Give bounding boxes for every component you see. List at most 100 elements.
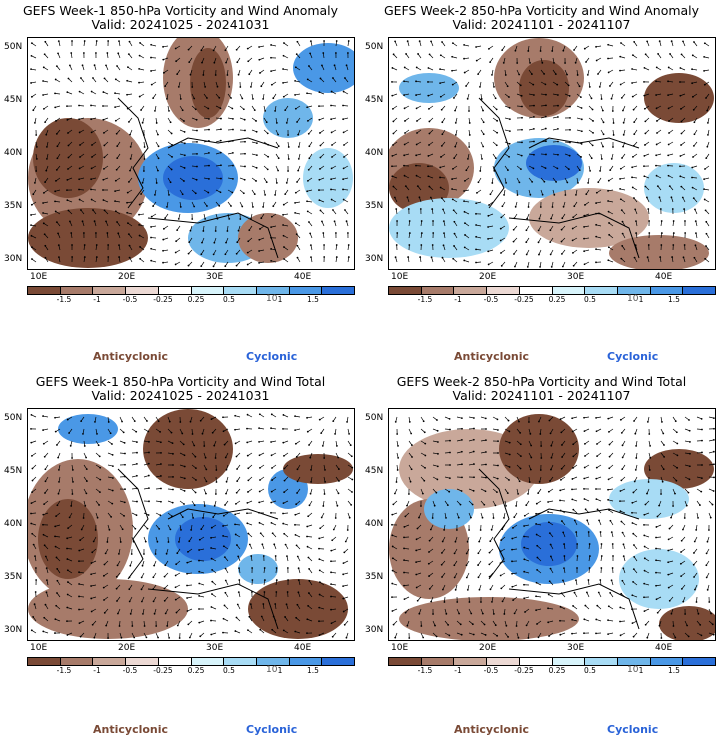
wind-vector-head <box>532 83 535 86</box>
wind-vector-head <box>66 606 69 609</box>
wind-vector-head <box>631 176 633 179</box>
wind-vector-head <box>667 154 670 157</box>
wind-vector-head <box>573 205 576 208</box>
colorbar-tick: -1 <box>93 666 101 675</box>
wind-vector-head <box>621 531 624 534</box>
wind-vector-head <box>306 430 309 433</box>
wind-vector-head <box>222 514 225 517</box>
wind-vector-head <box>196 140 198 143</box>
wind-vector-head <box>607 498 610 501</box>
wind-vector-head <box>453 232 456 235</box>
wind-vector-head <box>70 232 73 234</box>
wind-vector-head <box>525 253 528 256</box>
wind-vector-head <box>410 432 413 435</box>
wind-vector-head <box>115 132 118 135</box>
wind-vector-head <box>550 555 552 558</box>
wind-vector-head <box>713 463 715 466</box>
wind-vector-head <box>600 567 603 569</box>
wind-vector-head <box>667 80 669 83</box>
wind-vector-head <box>138 67 141 70</box>
wind-vector-head <box>188 241 191 244</box>
wind-vector-head <box>157 169 159 172</box>
wind-vector-head <box>307 604 310 607</box>
wind-vector-head <box>454 145 457 148</box>
wind-vector-head <box>612 555 614 557</box>
wind-vector-head <box>392 120 395 123</box>
wind-vector-head <box>634 432 637 435</box>
wind-vector-head <box>35 567 37 569</box>
wind-vector-head <box>396 220 398 222</box>
wind-vector-head <box>559 418 562 421</box>
wind-vector-head <box>418 612 421 615</box>
cyclonic-label: Cyclonic <box>246 723 298 736</box>
wind-vector-head <box>457 516 460 519</box>
wind-vector-head <box>294 222 297 225</box>
wind-vector-head <box>675 431 678 434</box>
colorbar-tick: 0.5 <box>223 666 235 675</box>
wind-vector-head <box>294 429 297 432</box>
wind-vector-head <box>211 431 214 434</box>
wind-vector-head <box>569 116 571 119</box>
wind-vector-head <box>633 544 635 546</box>
wind-vector-head <box>225 480 228 483</box>
wind-vector-head <box>559 489 562 492</box>
wind-vector-head <box>451 198 454 201</box>
wind-vector-head <box>139 42 141 44</box>
colorbar-tick: 1 <box>277 295 283 304</box>
wind-vector-head <box>193 504 196 507</box>
wind-vector-head <box>655 174 658 177</box>
wind-vector-head <box>595 498 598 501</box>
wind-vector-head <box>643 582 646 585</box>
wind-vector-head <box>237 73 240 76</box>
wind-vector-head <box>535 609 538 612</box>
wind-vector-head <box>67 77 70 80</box>
wind-vector-head <box>466 588 469 591</box>
wind-vector-head <box>416 599 419 602</box>
wind-vector-head <box>30 502 33 505</box>
wind-vector-head <box>57 232 59 235</box>
wind-vector-head <box>663 444 665 446</box>
wind-vector-head <box>514 265 516 268</box>
wind-vector-head <box>505 624 508 627</box>
colorbar-tick: -0.25 <box>514 295 534 304</box>
wind-vector-head <box>560 467 563 470</box>
wind-vector-head <box>592 132 594 134</box>
wind-vector-head <box>112 477 114 479</box>
wind-vector-head <box>706 145 709 148</box>
wind-vector-head <box>102 91 105 93</box>
wind-vector-head <box>285 121 288 124</box>
wind-vector-head <box>78 90 81 93</box>
wind-vector-head <box>507 419 510 422</box>
wind-vector-head <box>463 179 466 182</box>
wind-vector-head <box>335 244 338 246</box>
wind-vector-head <box>391 154 394 157</box>
lon-label: 30E <box>567 272 585 282</box>
wind-vector-head <box>408 244 411 246</box>
wind-vector-head <box>306 190 309 193</box>
wind-vector-head <box>548 532 551 535</box>
wind-vector-head <box>687 491 690 494</box>
wind-vector-head <box>530 73 533 75</box>
wind-vector-head <box>54 210 57 213</box>
wind-vector-head <box>704 209 707 212</box>
wind-vector-head <box>571 618 574 621</box>
wind-vector-head <box>54 106 57 109</box>
wind-vector-head <box>32 109 35 112</box>
wind-vector-head <box>152 600 155 603</box>
wind-vector-head <box>537 492 540 495</box>
wind-vector-head <box>608 443 611 446</box>
wind-vector-head <box>282 428 284 430</box>
wind-vector-head <box>56 579 59 582</box>
wind-vector-head <box>468 529 470 531</box>
wind-vector-head <box>181 109 184 112</box>
wind-vector-head <box>487 237 489 240</box>
wind-vector-head <box>174 263 177 266</box>
wind-vector-head <box>449 451 451 454</box>
wind-vector-head <box>92 540 95 543</box>
wind-vector-head <box>103 77 106 80</box>
wind-vector-head <box>255 142 258 145</box>
wind-vector-head <box>423 431 426 434</box>
wind-vector-head <box>167 541 170 543</box>
wind-vector-head <box>273 543 276 546</box>
wind-vector-head <box>496 119 499 122</box>
